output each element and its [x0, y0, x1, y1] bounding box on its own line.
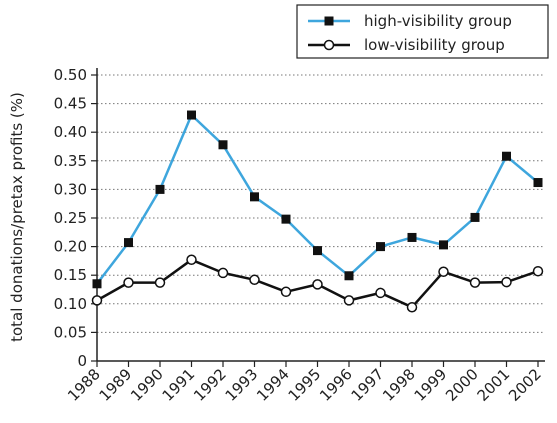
data-point-low — [154, 277, 166, 288]
gridlines — [97, 74, 545, 333]
data-point-low — [91, 295, 103, 306]
legend-box — [296, 4, 549, 59]
x-tick-label: 1997 — [348, 365, 388, 405]
y-tick-label: 0.50 — [54, 66, 87, 84]
y-axis-label: total donations/pretax profits (%) — [8, 92, 26, 342]
data-point-high — [124, 238, 133, 248]
y-tick-label: 0.30 — [54, 180, 87, 198]
axes — [91, 68, 545, 367]
y-tick-label: 0.45 — [54, 95, 87, 113]
data-point-high — [533, 178, 543, 188]
x-tick-label: 1990 — [127, 365, 167, 405]
x-tick-label: 2000 — [442, 365, 482, 405]
data-point-low — [469, 277, 481, 288]
data-point-low — [343, 295, 355, 306]
legend-marker-high — [324, 16, 334, 26]
x-tick-label: 1992 — [190, 365, 230, 405]
y-tick-label: 0.20 — [54, 238, 87, 256]
data-point-high — [470, 212, 480, 222]
y-tick-label: 0.25 — [54, 209, 87, 227]
y-tick-label: 0.35 — [54, 152, 87, 170]
data-point-high — [376, 242, 385, 252]
data-point-high — [218, 140, 228, 150]
data-point-high — [250, 192, 259, 202]
legend-label-high: high-visibility group — [364, 12, 512, 30]
x-tick-labels: 1988198919901991199219931994199519961997… — [64, 365, 545, 405]
x-tick-label: 1995 — [285, 365, 325, 405]
data-point-low — [249, 274, 260, 286]
data-point-low — [123, 277, 134, 288]
x-tick-label: 2002 — [505, 365, 545, 405]
data-point-low — [438, 266, 449, 278]
data-point-high — [344, 271, 354, 281]
data-point-low — [217, 267, 229, 279]
data-point-high — [407, 232, 417, 242]
series-line-high — [96, 113, 539, 285]
y-tick-label: 0.10 — [54, 295, 87, 313]
x-tick-label: 1996 — [316, 365, 356, 405]
data-point-high — [313, 246, 322, 256]
x-tick-label: 1991 — [159, 365, 199, 405]
x-tick-label: 2001 — [474, 365, 514, 405]
data-point-high — [155, 184, 165, 194]
x-tick-label: 1993 — [222, 365, 262, 405]
data-point-high — [92, 279, 102, 289]
data-point-low — [532, 265, 544, 277]
series-group — [91, 110, 544, 313]
y-tick-label: 0.15 — [54, 266, 87, 284]
data-point-high — [502, 151, 511, 161]
legend: high-visibility group low-visibility gro… — [296, 4, 549, 59]
legend-label-low: low-visibility group — [364, 36, 505, 54]
y-tick-label: 0.40 — [54, 123, 87, 141]
x-tick-label: 1998 — [379, 365, 419, 405]
y-tick-labels: 0 0.05 0.10 0.15 0.20 0.25 0.30 0.35 0.40 0.45 0.5… — [54, 66, 87, 370]
data-point-low — [312, 279, 323, 290]
legend-marker-low — [323, 39, 335, 51]
data-point-low — [501, 276, 512, 288]
data-point-high — [439, 240, 448, 250]
data-point-high — [281, 214, 291, 224]
data-point-low — [375, 287, 386, 299]
y-tick-label: 0.05 — [54, 323, 87, 341]
x-tick-label: 1999 — [411, 365, 451, 405]
data-point-low — [186, 254, 197, 266]
x-tick-label: 1989 — [96, 365, 136, 405]
y-tick-label: 0 — [77, 352, 87, 370]
data-point-high — [187, 110, 196, 120]
x-tick-label: 1994 — [253, 365, 293, 405]
data-point-low — [406, 301, 418, 313]
x-tick-label: 1988 — [64, 365, 104, 405]
data-point-low — [280, 286, 292, 298]
